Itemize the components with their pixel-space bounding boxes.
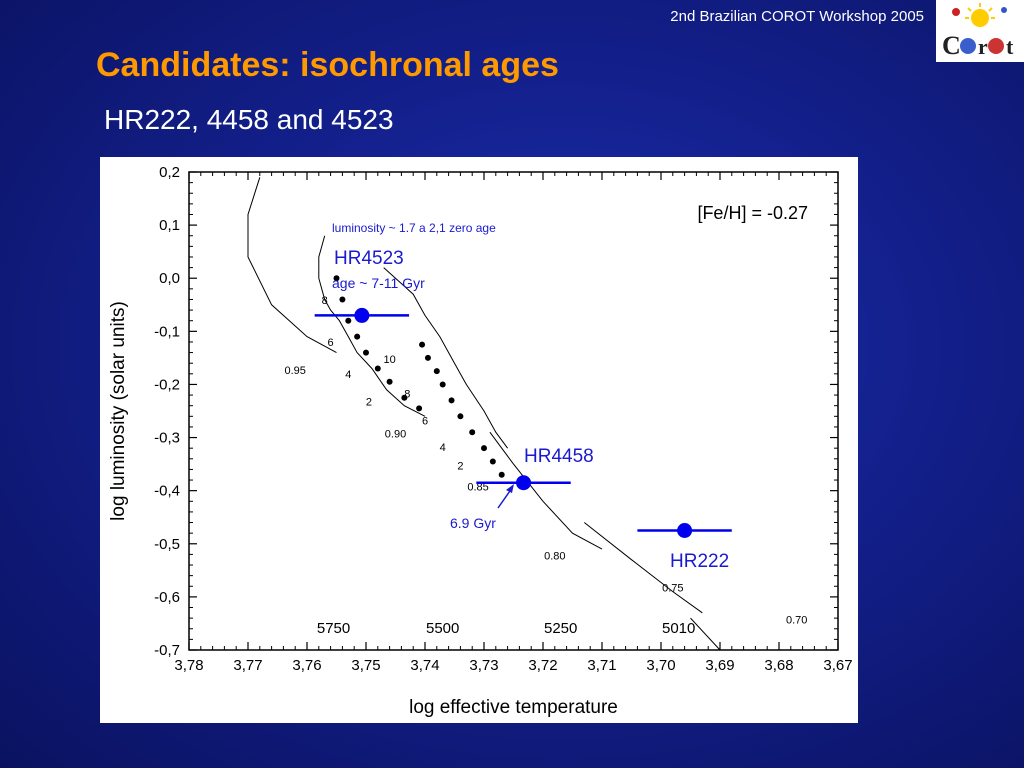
age-marker [354, 333, 361, 340]
temperature-label: 5010 [662, 620, 695, 637]
age-marker [386, 378, 393, 385]
age-marker [419, 341, 426, 348]
star-marker [516, 475, 532, 491]
luminosity-note: luminosity ~ 1.7 a 2,1 zero age [332, 221, 496, 235]
evolutionary-track [489, 431, 603, 550]
x-tick-label: 3,69 [705, 657, 734, 674]
age-label: 2 [457, 460, 463, 472]
mass-label: 0.85 [467, 482, 488, 494]
y-tick-label: -0,7 [154, 642, 180, 659]
age-marker [374, 365, 381, 372]
workshop-title: 2nd Brazilian COROT Workshop 2005 [670, 8, 924, 25]
corot-logo-icon: C r t [942, 3, 1014, 60]
age-marker [481, 445, 487, 452]
age-arrow-label: 6.9 Gyr [450, 515, 496, 531]
temperature-label: 5750 [317, 620, 350, 637]
y-tick-label: -0,1 [154, 323, 180, 340]
x-tick-label: 3,73 [469, 657, 498, 674]
age-marker [457, 413, 464, 420]
age-label: 4 [345, 369, 351, 381]
x-tick-label: 3,78 [174, 657, 203, 674]
evolutionary-track [318, 235, 426, 417]
x-tick-label: 3,70 [646, 657, 675, 674]
star-label-hr4458: HR4458 [524, 446, 594, 467]
star-label-hr4523: HR4523 [334, 248, 404, 269]
mass-label: 0.75 [662, 583, 683, 595]
age-marker [339, 296, 346, 303]
mass-label: 0.95 [284, 365, 305, 377]
evolutionary-track [583, 522, 703, 614]
y-tick-label: -0,3 [154, 430, 180, 447]
age-marker [416, 405, 423, 412]
evolutionary-track [247, 177, 337, 354]
star-label-hr222: HR222 [670, 551, 729, 572]
y-tick-label: -0,4 [154, 483, 180, 500]
y-tick-label: 0,1 [159, 217, 180, 234]
metallicity-label: [Fe/H] = -0.27 [697, 203, 808, 223]
star-marker [354, 307, 370, 323]
age-marker [448, 397, 455, 404]
age-marker [498, 471, 505, 478]
age-marker [489, 458, 496, 465]
age-marker [439, 381, 446, 388]
temperature-label: 5250 [544, 620, 577, 637]
slide-title: Candidates: isochronal ages [96, 46, 559, 84]
y-tick-label: 0,0 [159, 270, 180, 287]
x-axis-label: log effective temperature [409, 697, 618, 718]
y-axis-label: log luminosity (solar units) [108, 301, 129, 521]
svg-text:t: t [1006, 34, 1014, 59]
hr-diagram-panel: 3,78 3,77 3,76 3,75 3,74 3,73 3,72 3,71 3,70 3,69… [100, 157, 858, 723]
x-tick-label: 3,74 [410, 657, 439, 674]
y-tick-label: 0,2 [159, 164, 180, 181]
age-marker [363, 349, 369, 356]
age-marker [433, 368, 440, 375]
temperature-label: 5500 [426, 620, 459, 637]
slide-subtitle: HR222, 4458 and 4523 [104, 104, 394, 135]
x-tick-label: 3,67 [823, 657, 852, 674]
mass-label: 0.90 [385, 429, 406, 441]
x-tick-label: 3,68 [764, 657, 793, 674]
age-marker [469, 429, 476, 436]
x-tick-label: 3,77 [233, 657, 262, 674]
x-tick-label: 3,72 [528, 657, 557, 674]
age-label: 8 [322, 295, 328, 307]
age-note: age ~ 7-11 Gyr [332, 275, 425, 291]
age-marker [345, 317, 352, 324]
corot-logo: C r t [936, 0, 1024, 62]
svg-text:r: r [978, 34, 988, 59]
mass-label: 0.80 [544, 551, 565, 563]
mass-label: 0.70 [786, 614, 807, 626]
evolutionary-track [690, 617, 721, 651]
age-label: 10 [383, 354, 395, 366]
x-tick-label: 3,76 [292, 657, 321, 674]
age-marker [333, 275, 340, 282]
x-tick-label: 3,75 [351, 657, 380, 674]
age-label: 4 [440, 442, 446, 454]
y-tick-label: -0,2 [154, 376, 180, 393]
evolutionary-track [383, 267, 509, 449]
y-tick-label: -0,6 [154, 589, 180, 606]
plot-frame [188, 171, 839, 651]
star-marker [677, 523, 693, 538]
svg-text:C: C [942, 31, 961, 60]
x-tick-label: 3,71 [587, 657, 616, 674]
age-label: 6 [422, 415, 428, 427]
age-label: 8 [404, 389, 410, 401]
age-marker [401, 394, 408, 401]
y-tick-label: -0,5 [154, 536, 180, 553]
age-marker [424, 354, 431, 361]
age-arrow-head [506, 484, 514, 493]
age-label: 2 [366, 397, 372, 409]
hr-diagram-chart: 3,78 3,77 3,76 3,75 3,74 3,73 3,72 3,71 3,70 3,69… [108, 164, 853, 718]
age-label: 6 [328, 337, 334, 349]
